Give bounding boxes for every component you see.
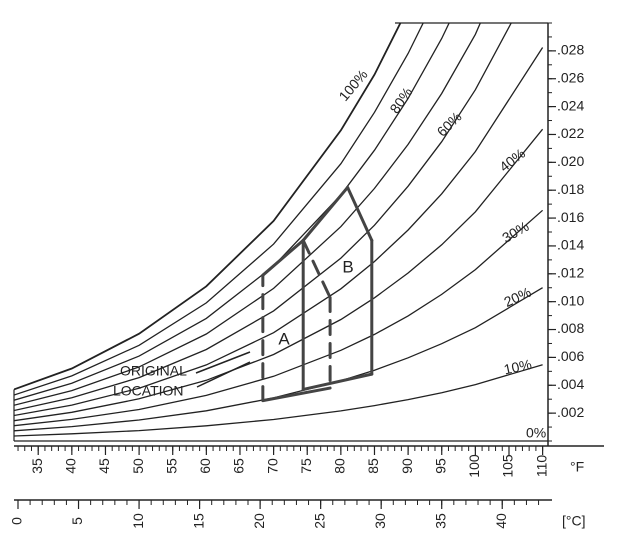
- y-tick-label: .018: [557, 181, 584, 197]
- x-tick-label: 105: [500, 454, 516, 478]
- y-tick-label: .014: [557, 237, 584, 253]
- zone-edge: [261, 238, 305, 277]
- x2-tick-label: 25: [311, 513, 327, 529]
- x-tick-label: 110: [533, 455, 549, 478]
- x-unit: °F: [570, 459, 584, 475]
- y-tick-label: .008: [557, 320, 584, 336]
- x-tick-label: 85: [365, 458, 381, 474]
- x-tick-label: 40: [63, 458, 79, 474]
- leader-line: [195, 351, 251, 374]
- annotation: ORIGINAL: [120, 363, 187, 379]
- x2-tick-label: 40: [493, 513, 509, 529]
- x-tick-label: 65: [231, 458, 247, 474]
- x2-tick-label: 35: [432, 513, 448, 529]
- y-tick-label: .024: [557, 97, 584, 113]
- x-tick-label: 100: [466, 454, 482, 478]
- rh-curve: [14, 287, 543, 432]
- rh-label: 40%: [496, 145, 528, 175]
- zone-label: A: [278, 329, 290, 348]
- rh-curve: [14, 23, 424, 396]
- zone-label: B: [342, 257, 353, 276]
- zero-label: 0%: [526, 425, 546, 441]
- y-tick-label: .010: [557, 292, 584, 308]
- x-tick-label: 95: [432, 458, 448, 474]
- x-tick-label: 90: [399, 458, 415, 474]
- leader-line: [196, 361, 251, 388]
- zone-edge: [301, 372, 374, 391]
- rh-curve: [14, 364, 543, 437]
- rh-curve: [14, 23, 512, 412]
- zone-edge: [261, 386, 332, 403]
- rh-label: 10%: [502, 356, 533, 377]
- x2-tick-label: 20: [251, 513, 267, 529]
- y-tick-label: .028: [557, 42, 584, 58]
- rh-curve: [14, 23, 482, 406]
- x-tick-label: 60: [197, 458, 213, 474]
- x-tick-label: 45: [96, 458, 112, 474]
- x2-unit: [°C]: [562, 513, 586, 529]
- rh-curve: [14, 47, 544, 417]
- zone-edge: [301, 185, 350, 242]
- rh-curve: [14, 23, 402, 391]
- y-tick-label: .016: [557, 209, 584, 225]
- x-tick-label: 55: [163, 458, 179, 474]
- x-tick-label: 50: [130, 458, 146, 474]
- y-tick-label: .004: [557, 376, 584, 392]
- rh-curve: [14, 128, 544, 422]
- x-tick-label: 80: [332, 458, 348, 474]
- x2-tick-label: 5: [69, 517, 85, 525]
- x2-tick-label: 0: [9, 517, 25, 525]
- x-tick-label: 35: [29, 458, 45, 474]
- x-tick-label: 75: [298, 458, 314, 474]
- y-tick-label: .026: [557, 69, 584, 85]
- y-tick-label: .002: [557, 404, 584, 420]
- rh-label: 20%: [501, 284, 533, 310]
- x2-tick-label: 10: [130, 513, 146, 529]
- annotation: LOCATION: [113, 383, 184, 399]
- x2-tick-label: 15: [190, 513, 206, 529]
- y-tick-label: .012: [557, 265, 584, 281]
- y-tick-label: .020: [557, 153, 584, 169]
- rh-label: 80%: [386, 84, 415, 116]
- zone-edge: [301, 238, 332, 299]
- rh-curve: [14, 209, 544, 427]
- y-tick-label: .022: [557, 125, 584, 141]
- zone-edge: [346, 185, 374, 242]
- x-tick-label: 70: [264, 458, 280, 474]
- rh-label: 100%: [335, 66, 370, 104]
- rh-label: 30%: [499, 218, 531, 246]
- y-tick-label: .006: [557, 348, 584, 364]
- x2-tick-label: 30: [372, 513, 388, 529]
